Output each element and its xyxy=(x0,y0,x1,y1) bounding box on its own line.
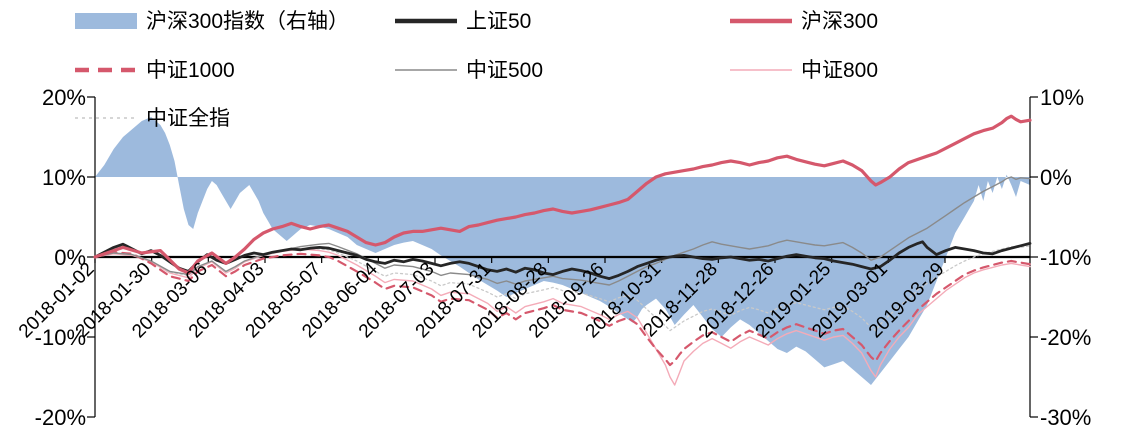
left-axis-tick-label: 10% xyxy=(42,165,86,190)
right-axis-tick-label: 10% xyxy=(1040,85,1084,110)
right-axis-tick-label: -20% xyxy=(1040,325,1091,350)
line-series-sse50 xyxy=(93,240,1032,281)
left-axis-tick-label: -10% xyxy=(35,325,86,350)
legend-label: 中证1000 xyxy=(146,59,235,82)
area-layer xyxy=(95,117,1030,385)
right-axis-tick-label: -10% xyxy=(1040,245,1091,270)
legend-label: 中证500 xyxy=(466,59,543,82)
legend-label: 中证800 xyxy=(801,59,878,82)
left-axis-tick-label: 0% xyxy=(54,245,86,270)
line-series-csi1000 xyxy=(93,251,1032,367)
area-series-hs300-index xyxy=(95,117,1030,385)
legend-label: 沪深300 xyxy=(801,10,878,33)
legend: 沪深300指数（右轴） 上证50 沪深300 中证1000 中证500 中证800 中证全指 xyxy=(75,10,878,130)
legend-swatch-area xyxy=(75,13,137,29)
line-series-csi500 xyxy=(94,176,1031,286)
legend-label: 上证50 xyxy=(466,10,531,33)
legend-label: 中证全指 xyxy=(146,107,230,130)
axis-layer xyxy=(87,96,1038,418)
series-layer xyxy=(93,114,1032,386)
left-axis-tick-label: 20% xyxy=(42,85,86,110)
right-axis-tick-label: 0% xyxy=(1040,165,1072,190)
left-axis-tick-label: -20% xyxy=(35,405,86,430)
line-series-csi800 xyxy=(94,248,1031,386)
right-axis-tick-label: -30% xyxy=(1040,405,1091,430)
line-series-hs300 xyxy=(93,114,1032,275)
legend-label: 沪深300指数（右轴） xyxy=(146,10,349,33)
line-series-csi-all xyxy=(94,245,1031,332)
